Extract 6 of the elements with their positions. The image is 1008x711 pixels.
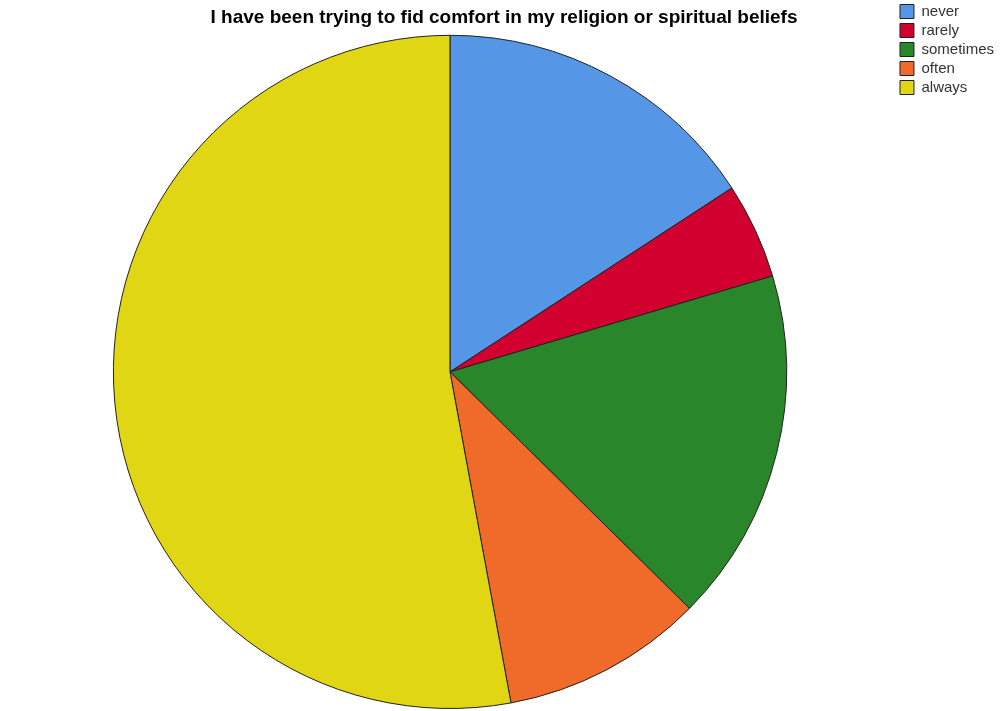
legend-label: always bbox=[921, 77, 968, 95]
legend-label: often bbox=[921, 58, 955, 76]
chart-title: I have been trying to fid comfort in my religion or spiritual beliefs bbox=[210, 5, 798, 27]
legend-label: never bbox=[921, 1, 960, 19]
legend-label: sometimes bbox=[921, 39, 995, 57]
legend-label: rarely bbox=[921, 20, 960, 38]
